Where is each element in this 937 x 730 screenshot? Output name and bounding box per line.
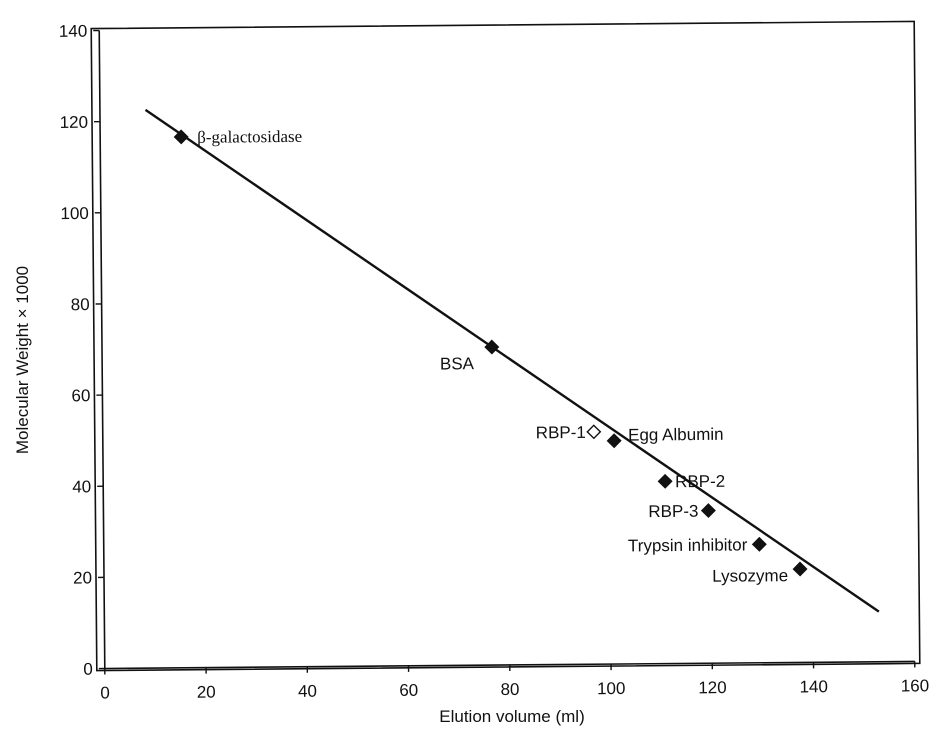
data-point-label: RBP-1 (536, 423, 586, 442)
data-point (792, 561, 808, 577)
data-point-label: Egg Albumin (628, 425, 724, 445)
y-tick-label: 0 (83, 660, 93, 679)
data-point (173, 129, 189, 145)
x-tick-label: 20 (197, 683, 216, 702)
y-tick-label: 120 (60, 113, 89, 132)
x-tick-label: 100 (597, 679, 626, 698)
x-tick-label: 140 (799, 677, 828, 696)
y-tick-label: 20 (73, 568, 92, 587)
y-tick-label: 80 (71, 295, 90, 314)
data-point (657, 473, 673, 489)
y-tick-label: 100 (60, 204, 89, 223)
data-point-label: BSA (440, 354, 475, 373)
x-axis-title: Elution volume (ml) (439, 707, 585, 726)
data-point (586, 424, 602, 440)
y-tick-label: 40 (72, 477, 91, 496)
y-axis-line (98, 30, 106, 669)
y-tick-label: 140 (59, 22, 88, 41)
x-tick-label: 40 (298, 682, 317, 701)
data-point-label: β-galactosidase (197, 127, 302, 147)
data-point (484, 339, 500, 355)
y-tick-label: 60 (71, 386, 90, 405)
x-tick-label: 60 (399, 681, 418, 700)
y-axis-title: Molecular Weight × 1000 (13, 266, 32, 454)
data-point-label: Trypsin inhibitor (628, 535, 748, 555)
data-point-label: RBP-2 (675, 472, 725, 491)
data-point-label: RBP-3 (648, 502, 698, 521)
x-tick-label: 0 (100, 683, 110, 702)
plot-frame (90, 20, 921, 672)
fit-line (144, 108, 880, 613)
data-point (606, 433, 622, 449)
x-tick-label: 80 (500, 680, 519, 699)
data-point (751, 536, 767, 552)
data-point (700, 503, 716, 519)
x-tick-label: 120 (698, 678, 727, 697)
x-tick-label: 160 (901, 676, 930, 695)
data-point-label: Lysozyme (712, 566, 788, 586)
